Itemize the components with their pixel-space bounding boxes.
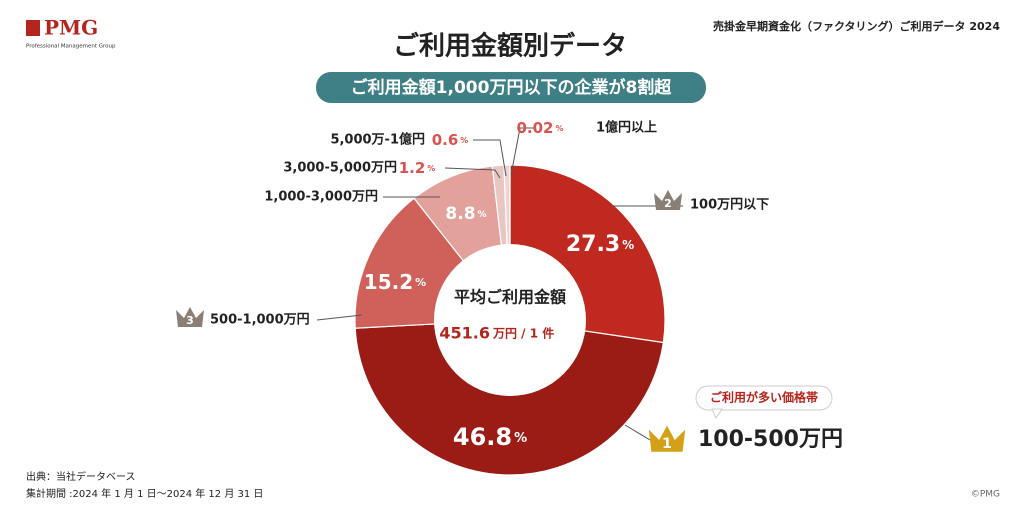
center-title: 平均ご利用金額 xyxy=(454,288,566,307)
rank-crown xyxy=(648,425,686,452)
logo-icon xyxy=(26,20,40,36)
source: 出典：当社データベース xyxy=(26,470,136,483)
leader-line xyxy=(624,424,651,441)
value-label: 46.8% xyxy=(453,423,527,451)
value-unit: % xyxy=(478,210,487,220)
value-label: 0.02% xyxy=(516,119,563,137)
value-number: 0.6 xyxy=(432,131,459,149)
chart-title: ご利用金額別データ xyxy=(393,31,627,62)
value-unit: % xyxy=(556,124,564,133)
period: 集計期間 :2024 年 1 月 1 日～2024 年 12 月 31 日 xyxy=(26,487,263,500)
value-number: 46.8 xyxy=(453,423,512,451)
leader-line xyxy=(316,314,363,321)
subtitle-banner xyxy=(316,72,706,103)
callout-pointer xyxy=(711,408,723,420)
category-label: 500-1,000万円 xyxy=(210,313,310,328)
leader-line xyxy=(444,167,501,179)
donut-hole xyxy=(434,244,586,396)
callout: ご利用が多い価格帯 xyxy=(710,390,818,405)
value-number: 8.8 xyxy=(445,204,475,224)
value-label: 1.2% xyxy=(399,159,436,177)
category-label: 1,000-3,000万円 xyxy=(264,190,378,205)
center-value: 451.6 xyxy=(439,324,490,343)
category-label: 1億円以上 xyxy=(596,120,657,136)
value-unit: % xyxy=(427,164,435,173)
value-number: 15.2 xyxy=(364,270,413,294)
rank-number: 1 xyxy=(662,436,672,452)
value-label: 8.8% xyxy=(445,204,486,224)
logo-sub: Professional Management Group xyxy=(26,44,116,50)
value-number: 0.02 xyxy=(516,119,553,137)
leader-line xyxy=(473,139,507,177)
value-unit: % xyxy=(514,431,527,446)
rank-number: 3 xyxy=(186,314,194,327)
value-unit: % xyxy=(622,238,634,252)
value-label: 0.6% xyxy=(432,131,469,149)
copyright: ©PMG xyxy=(971,490,1000,500)
rank-crown xyxy=(654,190,682,210)
category-label: 3,000-5,000万円 xyxy=(283,161,397,176)
value-label: 27.3% xyxy=(566,232,634,257)
rank-number: 2 xyxy=(664,197,672,210)
value-number: 27.3 xyxy=(566,232,620,257)
callout-bubble xyxy=(695,385,833,411)
logo: PMG xyxy=(44,16,98,40)
value-unit: % xyxy=(415,276,426,289)
center-unit: 万円 / 1 件 xyxy=(492,326,554,341)
value-number: 1.2 xyxy=(399,159,426,177)
report-title: 売掛金早期資金化（ファクタリング）ご利用データ 2024 xyxy=(713,19,1000,33)
value-unit: % xyxy=(460,136,468,145)
category-label: 100-500万円 xyxy=(698,427,843,452)
category-label: 100万円以下 xyxy=(690,198,769,213)
leader-line xyxy=(510,127,535,176)
subtitle: ご利用金額1,000万円以下の企業が8割超 xyxy=(351,77,673,98)
value-label: 15.2% xyxy=(364,270,426,294)
rank-crown xyxy=(176,307,204,327)
category-label: 5,000万-1億円 xyxy=(330,132,425,148)
